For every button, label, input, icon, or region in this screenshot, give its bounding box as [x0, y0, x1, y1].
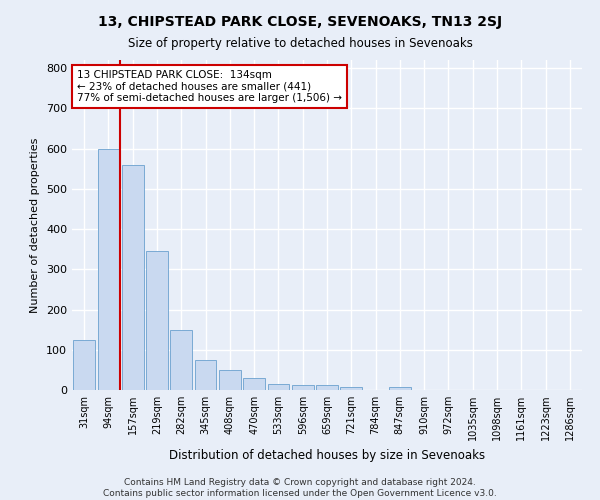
Bar	[389, 387, 411, 390]
Text: Contains HM Land Registry data © Crown copyright and database right 2024.
Contai: Contains HM Land Registry data © Crown c…	[103, 478, 497, 498]
Bar	[292, 385, 314, 390]
Bar	[316, 385, 338, 390]
X-axis label: Distribution of detached houses by size in Sevenoaks: Distribution of detached houses by size …	[169, 448, 485, 462]
Bar	[97, 148, 119, 390]
Bar	[122, 164, 143, 390]
Text: Size of property relative to detached houses in Sevenoaks: Size of property relative to detached ho…	[128, 38, 472, 51]
Text: 13, CHIPSTEAD PARK CLOSE, SEVENOAKS, TN13 2SJ: 13, CHIPSTEAD PARK CLOSE, SEVENOAKS, TN1…	[98, 15, 502, 29]
Bar	[268, 384, 289, 390]
Bar	[219, 370, 241, 390]
Bar	[146, 251, 168, 390]
Bar	[340, 387, 362, 390]
Bar	[73, 340, 95, 390]
Bar	[194, 360, 217, 390]
Bar	[243, 378, 265, 390]
Text: 13 CHIPSTEAD PARK CLOSE:  134sqm
← 23% of detached houses are smaller (441)
77% : 13 CHIPSTEAD PARK CLOSE: 134sqm ← 23% of…	[77, 70, 342, 103]
Bar	[170, 330, 192, 390]
Y-axis label: Number of detached properties: Number of detached properties	[31, 138, 40, 312]
